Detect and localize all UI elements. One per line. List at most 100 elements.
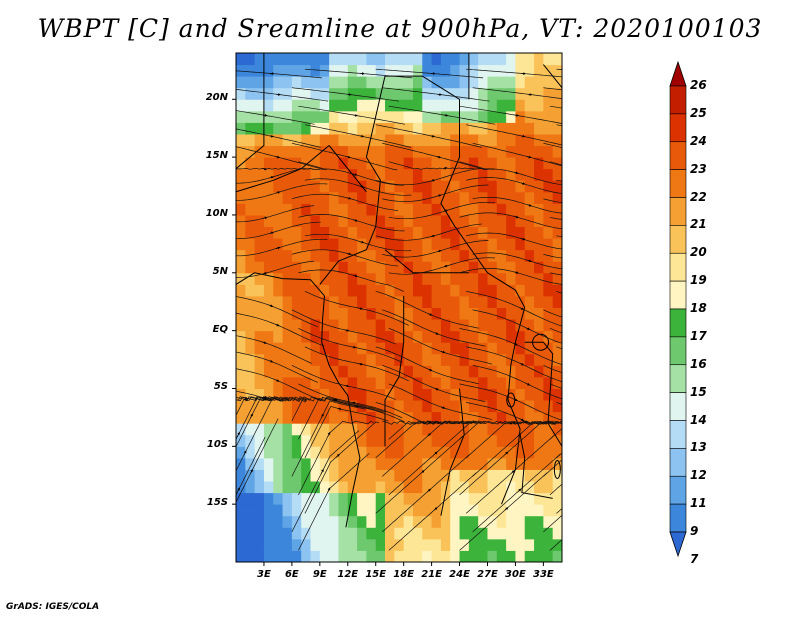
field-cell: [301, 238, 312, 251]
field-cell: [459, 226, 470, 239]
field-cell: [319, 457, 330, 470]
field-cell: [357, 261, 367, 274]
field-cell: [319, 284, 330, 297]
field-cell: [543, 504, 554, 517]
field-cell: [422, 157, 433, 170]
field-cell: [459, 353, 470, 366]
field-cell: [301, 434, 312, 447]
field-cell: [329, 538, 339, 551]
field-cell: [515, 272, 526, 285]
field-cell: [263, 145, 274, 158]
field-cell: [394, 76, 405, 89]
field-cell: [468, 191, 479, 204]
field-cell: [385, 87, 395, 100]
field-cell: [273, 191, 284, 204]
field-cell: [375, 434, 386, 447]
field-cell: [431, 272, 442, 285]
field-cell: [440, 157, 451, 170]
field-cell: [375, 191, 386, 204]
field-cell: [263, 261, 274, 274]
streamline: [549, 428, 562, 440]
colorbar-label: 20: [690, 245, 707, 260]
colorbar-label: 18: [690, 301, 707, 315]
streamline: [236, 312, 325, 347]
field-cell: [496, 400, 507, 413]
field-cell: [347, 504, 358, 517]
field-cell: [301, 446, 312, 459]
field-cell: [534, 203, 544, 216]
field-cell: [431, 214, 442, 228]
field-cell: [534, 76, 544, 89]
field-cell: [496, 272, 507, 285]
field-cell: [385, 446, 395, 459]
field-cell: [468, 133, 479, 147]
field-cell: [282, 550, 293, 562]
field-cell: [366, 110, 377, 123]
field-cell: [338, 481, 349, 494]
field-cell: [440, 527, 451, 540]
field-cell: [385, 214, 395, 228]
field-cell: [524, 353, 535, 366]
field-cell: [468, 388, 479, 401]
field-cell: [347, 330, 358, 343]
field-cell: [524, 122, 535, 135]
field-cell: [263, 423, 274, 436]
streamline-arrow: [440, 406, 446, 409]
field-cell: [422, 342, 433, 355]
field-cell: [366, 122, 377, 135]
field-cell: [440, 249, 451, 262]
field-cell: [329, 168, 339, 181]
streamline: [466, 68, 562, 78]
colorbar-swatch: [669, 225, 687, 254]
field-cell: [338, 504, 349, 517]
field-cell: [319, 238, 330, 251]
latitude-labels: 20N 15N 10N 5N EQ 5S 10S 15S: [180, 0, 232, 618]
field-cell: [552, 411, 562, 424]
streamline-arrow: [605, 115, 608, 116]
field-cell: [245, 87, 256, 100]
field-cell: [422, 284, 433, 297]
field-cell: [422, 191, 433, 204]
field-cell: [263, 376, 274, 389]
border-line: [524, 341, 562, 447]
field-cell: [468, 261, 479, 274]
field-cell: [487, 226, 498, 239]
field-cell: [245, 76, 256, 89]
streamline: [291, 400, 366, 477]
streamline: [388, 421, 478, 496]
field-cell: [450, 376, 461, 389]
colorbar-label: 14: [690, 412, 707, 427]
field-cell: [552, 342, 562, 355]
field-cell: [357, 238, 367, 251]
field-cell: [450, 295, 461, 308]
field-cell: [487, 446, 498, 459]
lon-label: 24E: [449, 569, 470, 580]
field-cell: [245, 515, 256, 528]
field-cell: [440, 550, 451, 562]
streamline-arrow: [262, 216, 268, 220]
field-cell: [273, 53, 284, 66]
field-cell: [357, 515, 367, 528]
field-cell: [329, 319, 339, 332]
field-cell: [282, 469, 293, 482]
streamline-arrow: [320, 468, 324, 474]
field-cell: [301, 538, 312, 551]
field-cell: [534, 388, 544, 401]
streamline: [466, 177, 562, 194]
field-cell: [310, 469, 321, 482]
field-cell: [552, 261, 562, 274]
field-cell: [291, 226, 302, 239]
field-cell: [403, 157, 414, 170]
field-cell: [515, 376, 526, 389]
streamline-arrow: [359, 240, 365, 244]
field-cell: [478, 388, 488, 401]
field-cell: [385, 492, 395, 505]
field-cell: [459, 365, 470, 378]
field-cell: [282, 457, 293, 470]
streamline-arrow: [436, 155, 442, 159]
field-cell: [385, 400, 395, 413]
colorbar-swatch: [669, 392, 687, 421]
field-cell: [431, 388, 442, 401]
streamline-arrow: [275, 323, 280, 327]
field-cell: [263, 446, 274, 459]
